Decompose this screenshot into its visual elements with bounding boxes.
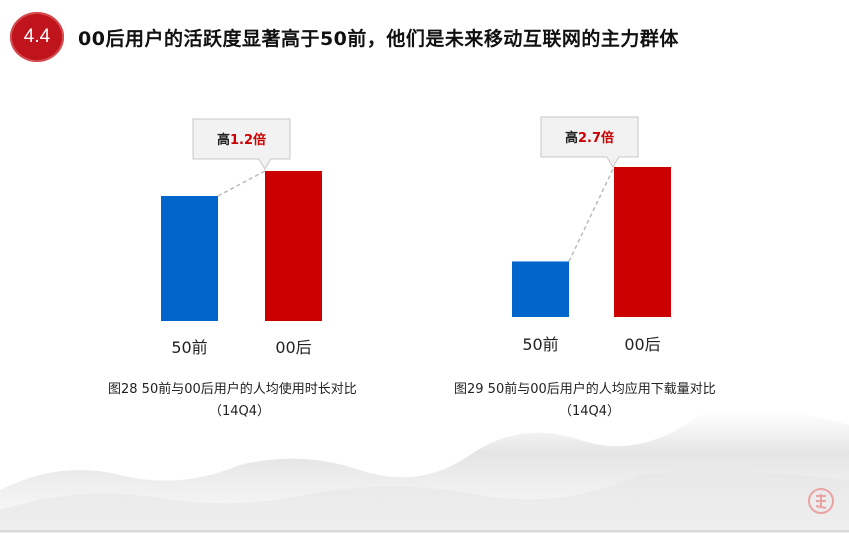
- chart1-callout-box: [192, 118, 291, 170]
- section-number: 4.4: [23, 26, 51, 47]
- chart2-callout-text: 高2.7倍: [565, 130, 614, 146]
- seal-icon: [808, 488, 834, 514]
- chart2-tick-label-pre50: 50前: [522, 335, 558, 354]
- page-title: 00后用户的活跃度显著高于50前，他们是未来移动互联网的主力群体: [78, 28, 679, 50]
- chart1-bar-pre50: [161, 196, 218, 321]
- chart2-caption-line2: （14Q4）: [559, 404, 621, 419]
- chart1-connector-line: [217, 170, 266, 197]
- background-mountains: [0, 409, 849, 533]
- bottom-divider: [0, 530, 849, 532]
- chart1-tick-label-pre50: 50前: [171, 338, 207, 357]
- chart1-caption-line1: 图28 50前与00后用户的人均使用时长对比: [108, 382, 357, 397]
- chart2-caption-line1: 图29 50前与00后用户的人均应用下载量对比: [454, 382, 716, 397]
- chart2-connector-line: [568, 166, 615, 262]
- chart1-caption-line2: （14Q4）: [209, 404, 271, 419]
- chart1-tick-label-post00: 00后: [275, 338, 311, 357]
- chart1-bar-post00: [265, 171, 322, 321]
- chart2-tick-label-post00: 00后: [624, 335, 660, 354]
- chart2-callout-box: [540, 116, 639, 168]
- chart1-callout-text: 高1.2倍: [217, 132, 266, 148]
- section-badge: 4.4: [10, 12, 64, 62]
- chart2-bar-pre50: [512, 261, 569, 317]
- chart2-bar-post00: [614, 167, 671, 317]
